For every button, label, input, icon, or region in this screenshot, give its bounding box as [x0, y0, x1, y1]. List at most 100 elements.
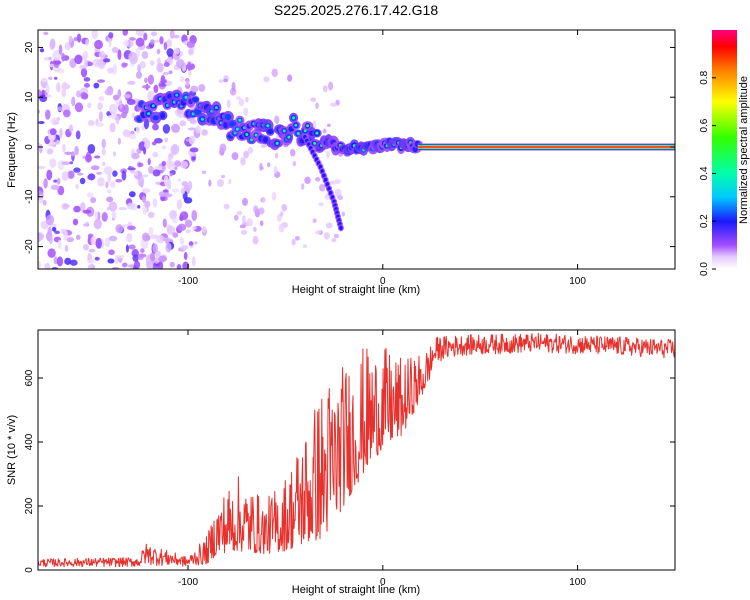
noise-blob	[166, 48, 174, 57]
noise-blob	[312, 218, 317, 224]
noise-blob	[173, 34, 180, 39]
noise-blob	[173, 47, 180, 55]
noise-blob	[170, 143, 180, 155]
noise-blob	[325, 222, 333, 229]
noise-blob	[61, 81, 68, 91]
noise-blob	[53, 76, 58, 80]
noise-blob	[94, 256, 100, 261]
noise-blob	[79, 64, 85, 70]
colorbar-tick-label: 0.2	[699, 214, 710, 228]
noise-blob	[253, 205, 259, 214]
noise-blob	[329, 180, 336, 185]
noise-blob	[337, 194, 344, 201]
noise-blob	[133, 171, 138, 176]
colorbar-tick-label: 0.4	[699, 166, 710, 180]
snr-x-label: Height of straight line (km)	[292, 584, 420, 596]
noise-blob	[112, 151, 117, 157]
noise-blob	[315, 176, 321, 182]
noise-blob	[87, 259, 96, 264]
noise-blob	[38, 194, 44, 204]
noise-blob	[47, 76, 53, 81]
noise-blob	[162, 145, 166, 150]
noise-blob	[45, 109, 51, 120]
noise-blob	[64, 151, 73, 156]
colorbar-ticks: 0.0 0.2 0.4 0.6 0.8	[699, 70, 716, 276]
noise-blob	[108, 235, 118, 242]
noise-blob	[84, 83, 90, 88]
noise-blob	[49, 38, 56, 49]
noise-blob	[53, 179, 58, 183]
noise-blob	[135, 30, 145, 37]
noise-blob	[141, 195, 147, 203]
snr-y-tick-label: 400	[24, 433, 35, 450]
spec-y-tick-label: 10	[24, 91, 35, 103]
noise-blob	[74, 102, 84, 113]
noise-blob	[183, 251, 188, 260]
ridge-core	[245, 132, 249, 136]
noise-blob	[236, 210, 243, 216]
noise-blob	[182, 261, 190, 269]
spec-y-tick-label: 0	[24, 144, 35, 150]
noise-blob	[95, 237, 102, 249]
noise-blob	[334, 179, 342, 185]
noise-blob	[118, 206, 128, 211]
noise-blob	[52, 60, 62, 65]
noise-blob	[227, 99, 231, 109]
noise-blob	[142, 205, 147, 215]
noise-blob	[181, 181, 189, 187]
ridge-core	[175, 93, 179, 97]
noise-blob	[122, 39, 129, 47]
noise-blob	[121, 62, 128, 68]
noise-blob	[176, 199, 183, 210]
noise-blob	[155, 234, 165, 244]
noise-blob	[162, 124, 171, 134]
noise-blob	[137, 255, 144, 260]
noise-blob	[58, 44, 63, 55]
noise-blob	[83, 58, 88, 70]
noise-blob	[341, 211, 346, 217]
noise-blob	[83, 77, 91, 82]
noise-blob	[310, 97, 317, 102]
ridge-mid	[223, 121, 229, 129]
noise-blob	[150, 234, 159, 239]
noise-blob	[318, 202, 324, 207]
noise-blob	[191, 156, 196, 161]
noise-blob	[208, 179, 212, 187]
noise-blob	[180, 187, 186, 195]
noise-blob	[158, 191, 167, 197]
noise-blob	[74, 54, 83, 65]
ridge-mid	[194, 108, 202, 115]
noise-blob	[77, 172, 84, 176]
snr-marks	[38, 332, 675, 568]
snr-series-line	[38, 332, 675, 568]
noise-blob	[326, 123, 331, 128]
noise-blob	[61, 161, 71, 165]
noise-blob	[135, 71, 143, 79]
ridge-core	[147, 112, 151, 116]
noise-blob	[46, 148, 54, 155]
noise-blob	[57, 239, 62, 250]
noise-blob	[147, 90, 155, 102]
noise-blob	[259, 162, 263, 171]
noise-blob	[122, 30, 129, 36]
noise-blob	[179, 76, 185, 83]
noise-blob	[85, 154, 92, 163]
noise-blob	[141, 232, 150, 242]
noise-blob	[45, 214, 55, 226]
snr-y-label: SNR (10 * v/v)	[6, 415, 18, 485]
noise-blob	[140, 248, 145, 254]
noise-blob	[263, 76, 270, 83]
ridge-mid	[224, 113, 232, 121]
snr-x-tick-label: 0	[380, 577, 386, 588]
ridge-mid	[263, 136, 269, 143]
noise-blob	[315, 102, 319, 109]
snr-y-tick-label: 200	[24, 497, 35, 514]
noise-blob	[107, 172, 112, 183]
noise-blob	[312, 120, 317, 130]
noise-blob	[174, 160, 182, 168]
noise-blob	[154, 257, 160, 264]
noise-blob	[163, 175, 169, 187]
noise-blob	[273, 166, 278, 175]
noise-blob	[132, 254, 139, 262]
